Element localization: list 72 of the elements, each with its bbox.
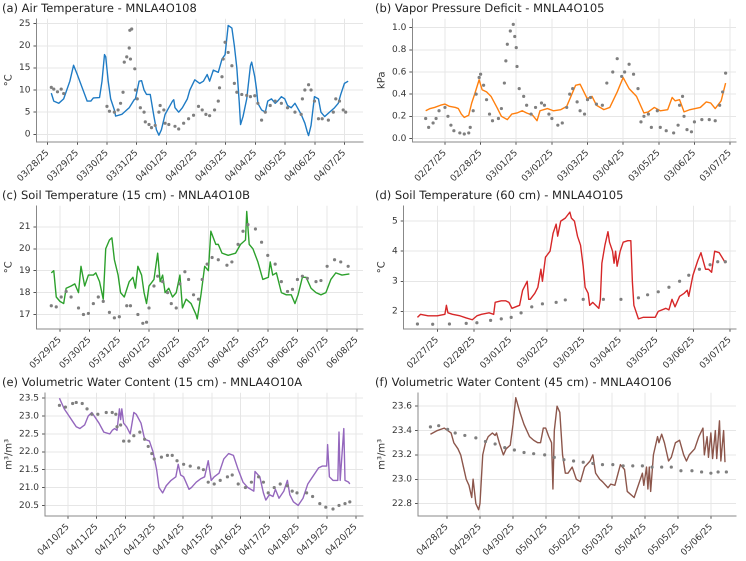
y-tick-label: 5 bbox=[24, 107, 30, 118]
y-tick-label: 10 bbox=[19, 85, 31, 96]
point bbox=[670, 465, 673, 469]
y-tick-label: 0.4 bbox=[392, 89, 407, 100]
y-tick-label: 19 bbox=[19, 266, 31, 276]
point bbox=[622, 464, 625, 468]
y-tick-label: 3 bbox=[392, 276, 398, 287]
y-tick-label: 1.0 bbox=[392, 23, 407, 34]
y-axis-title: °C bbox=[376, 261, 388, 274]
point bbox=[503, 446, 506, 450]
y-axis-title: kPa bbox=[376, 72, 388, 90]
y-tick-label: 17 bbox=[19, 310, 30, 320]
point bbox=[552, 456, 556, 459]
chart-title: (c) Soil Temperature (15 cm) - MNLA4O10B bbox=[2, 188, 250, 202]
chart-title: (f) Volumetric Water Content (45 cm) - MNLA4O106 bbox=[375, 374, 672, 389]
y-tick-label: 18 bbox=[19, 288, 31, 298]
y-axis-title: m³/m³ bbox=[376, 438, 388, 470]
point bbox=[543, 453, 546, 456]
point bbox=[572, 459, 576, 463]
y-tick-label: 20.5 bbox=[18, 500, 40, 511]
point bbox=[690, 469, 694, 472]
y-tick-label: 0.8 bbox=[392, 45, 407, 56]
y-tick-label: 4 bbox=[392, 246, 398, 257]
point bbox=[562, 458, 566, 462]
chart-title: (a) Air Temperature - MNLA4O108 bbox=[2, 0, 197, 15]
y-tick-label: 20 bbox=[19, 244, 31, 254]
point bbox=[454, 431, 457, 435]
y-tick-label: 21.0 bbox=[18, 482, 40, 493]
y-tick-label: 21 bbox=[19, 222, 30, 232]
point bbox=[631, 464, 634, 468]
y-tick-label: 23.5 bbox=[18, 394, 40, 404]
point bbox=[700, 470, 704, 474]
y-tick-label: 22.0 bbox=[18, 447, 40, 458]
point bbox=[494, 442, 497, 446]
y-axis-title: °C bbox=[4, 74, 15, 86]
point bbox=[640, 464, 644, 468]
point bbox=[532, 452, 536, 456]
point bbox=[600, 463, 604, 466]
y-tick-label: 2 bbox=[392, 306, 398, 317]
y-tick-label: 22.8 bbox=[392, 498, 412, 509]
point bbox=[463, 434, 466, 438]
point bbox=[650, 465, 654, 469]
point bbox=[512, 448, 516, 452]
y-tick-label: 23.2 bbox=[392, 450, 412, 460]
point bbox=[582, 460, 585, 464]
point bbox=[591, 462, 594, 466]
y-tick-label: 25 bbox=[19, 19, 30, 30]
y-axis-title: m³/m³ bbox=[4, 438, 15, 470]
point bbox=[522, 450, 526, 454]
y-tick-label: 23.6 bbox=[392, 402, 412, 412]
y-tick-label: 5 bbox=[392, 216, 398, 226]
point bbox=[484, 440, 488, 444]
y-tick-label: 0.6 bbox=[392, 67, 407, 78]
chart-title: (b) Vapor Pressure Deficit - MNLA4O105 bbox=[375, 0, 604, 15]
y-tick-label: 23.0 bbox=[392, 474, 412, 485]
y-tick-label: 20 bbox=[19, 41, 31, 52]
point bbox=[611, 463, 614, 466]
point bbox=[709, 472, 712, 475]
y-tick-label: 22.5 bbox=[18, 429, 40, 440]
y-axis-title: °C bbox=[4, 261, 15, 274]
chart-title: (e) Volumetric Water Content (15 cm) - MNLA4O10A bbox=[2, 374, 302, 389]
point bbox=[660, 465, 664, 469]
y-tick-label: 0 bbox=[24, 130, 31, 140]
chart-title: (d) Soil Temperature (60 cm) - MNLA4O105 bbox=[375, 188, 624, 202]
y-tick-label: 0.0 bbox=[392, 134, 407, 144]
y-tick-label: 23.4 bbox=[392, 426, 412, 436]
y-tick-label: 23.0 bbox=[18, 411, 40, 422]
y-tick-label: 21.5 bbox=[18, 465, 40, 476]
point bbox=[474, 436, 478, 440]
y-tick-label: 15 bbox=[19, 63, 30, 74]
point bbox=[679, 469, 683, 472]
y-tick-label: 0.2 bbox=[392, 112, 406, 122]
